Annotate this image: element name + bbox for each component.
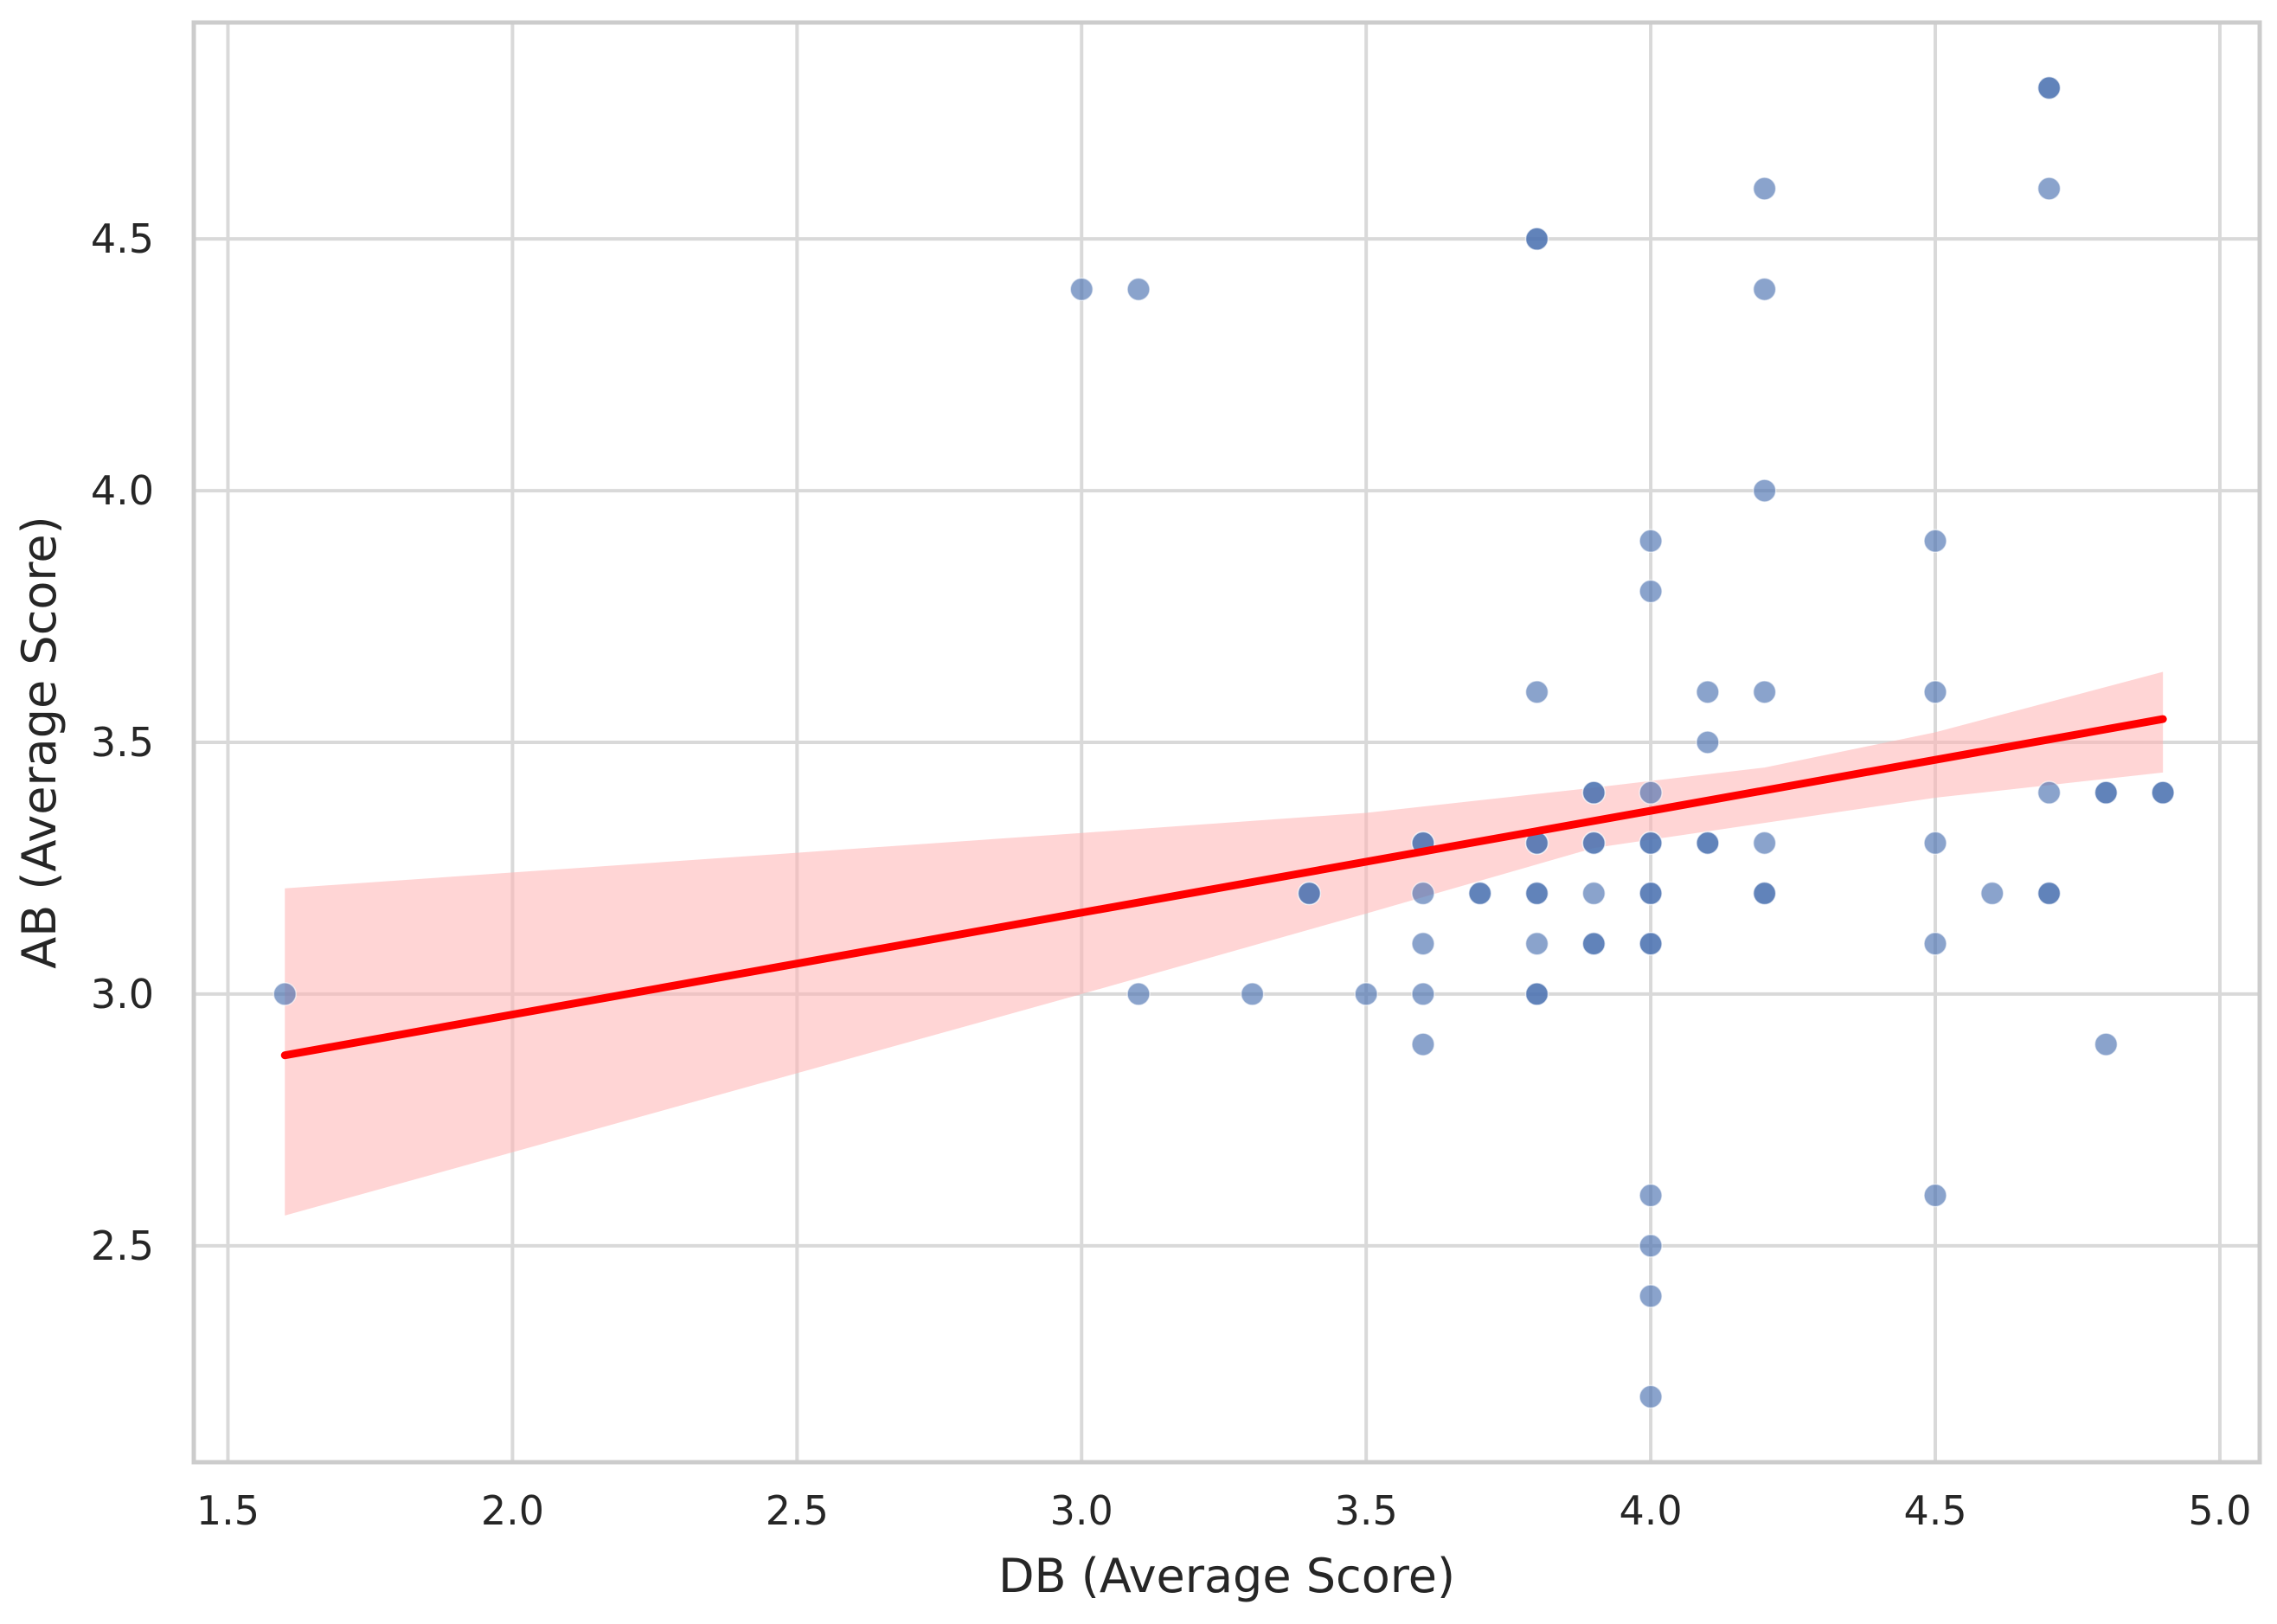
data-point [2036,780,2062,805]
data-point [1696,680,1720,704]
data-point [2151,780,2175,805]
regression-line [280,715,2167,1060]
data-point [1696,730,1720,754]
data-point [273,982,298,1006]
data-point [1411,881,1435,906]
x-tick-label: 4.5 [1903,1487,1966,1534]
y-axis-label: AB (Average Score) [12,516,67,968]
data-point [1639,1183,1663,1208]
data-point [1696,831,1720,856]
data-point [1923,680,1947,704]
data-point [1752,831,1777,856]
data-point [1923,1183,1947,1208]
y-tick-label: 3.5 [91,719,154,766]
data-point [1752,177,1777,201]
data-point [1923,529,1947,554]
confidence-band-layer [285,671,2164,1216]
x-tick-label: 5.0 [2188,1487,2251,1534]
data-points-layer [273,75,2175,1409]
data-point [1752,478,1777,503]
data-point [1639,831,1663,856]
data-point [1639,881,1663,906]
x-tick-label: 2.5 [766,1487,829,1534]
x-tick-labels: 1.5 2.0 2.5 3.0 3.5 4.0 4.5 5.0 [196,1487,2252,1534]
data-point [1923,831,1947,856]
x-tick-label: 1.5 [196,1487,260,1534]
y-tick-label: 4.0 [91,467,154,514]
data-point [1752,277,1777,302]
data-point [2094,1032,2119,1056]
data-point [1639,1384,1663,1409]
data-point [1752,680,1777,704]
data-point [1752,881,1777,906]
data-point [1126,982,1151,1006]
data-point [1639,1284,1663,1308]
y-tick-labels: 2.5 3.0 3.5 4.0 4.5 [91,215,154,1269]
y-tick-label: 4.5 [91,215,154,262]
data-point [1639,780,1663,805]
data-point [2036,881,2062,906]
data-point [1411,1032,1435,1056]
data-point [1524,227,1549,251]
regression-line-layer [280,715,2167,1060]
data-point [1581,780,1607,805]
data-point [1411,982,1435,1006]
data-point [1524,982,1549,1006]
confidence-band [285,671,2164,1216]
data-point [1923,931,1947,956]
data-point [1639,931,1663,956]
data-point [1126,277,1151,302]
data-point [2036,75,2062,100]
data-point [2094,780,2119,805]
data-point [1069,277,1094,302]
x-tick-label: 2.0 [481,1487,544,1534]
data-point [1524,881,1549,906]
data-point [1581,881,1607,906]
x-tick-label: 3.0 [1050,1487,1113,1534]
data-point [1240,982,1265,1006]
x-axis-label: DB (Average Score) [998,1549,1455,1603]
x-tick-label: 3.5 [1335,1487,1398,1534]
data-point [2036,177,2062,201]
data-point [1581,831,1607,856]
data-point [1524,931,1549,956]
data-point [1467,881,1492,906]
data-point [1411,931,1435,956]
data-point [1639,529,1663,554]
x-tick-label: 4.0 [1620,1487,1683,1534]
data-point [1297,881,1322,906]
data-point [1980,881,2004,906]
data-point [1524,680,1549,704]
y-tick-label: 3.0 [91,971,154,1017]
data-point [1581,931,1607,956]
data-point [1639,579,1663,604]
plot-frame [191,20,2262,1465]
y-tick-label: 2.5 [91,1223,154,1269]
data-point [1639,1234,1663,1258]
data-point [1354,982,1378,1006]
